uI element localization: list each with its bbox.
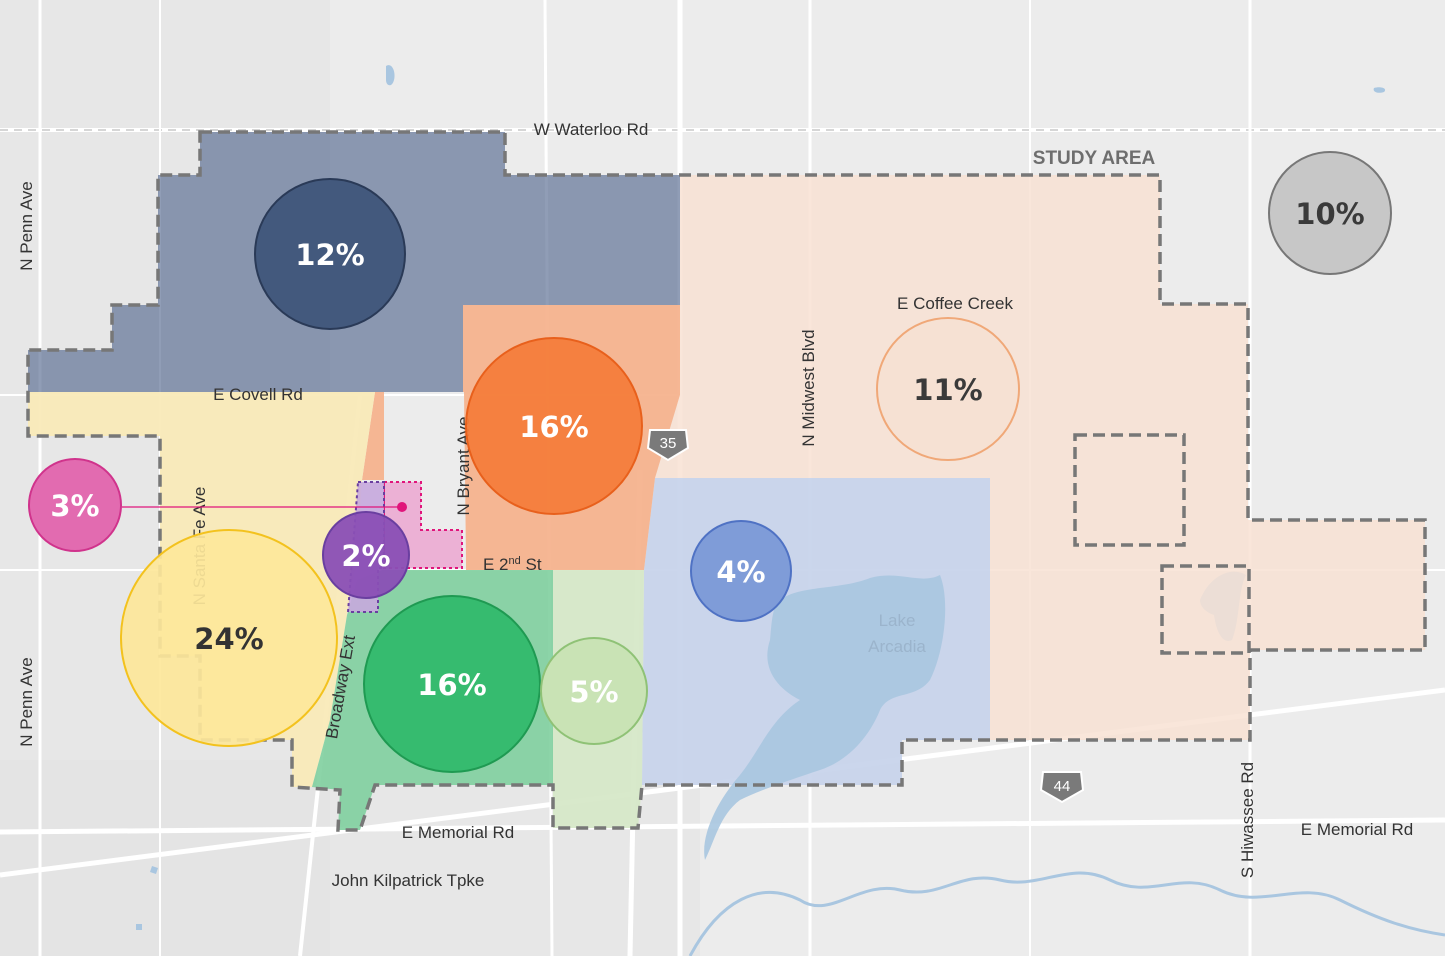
road-label-e-coffee-creek: E Coffee Creek <box>897 294 1013 313</box>
svg-text:44: 44 <box>1054 778 1071 795</box>
lake-arcadia <box>704 575 946 860</box>
bubble-east[interactable]: 11% <box>876 317 1020 461</box>
excluded-parcel-east <box>1073 433 1186 547</box>
lake-label-line2: Arcadia <box>868 637 926 656</box>
bubble-blue-lake[interactable]: 4% <box>690 520 792 622</box>
study-area-label: STUDY AREA <box>1033 148 1156 169</box>
svg-text:2%: 2% <box>341 539 390 573</box>
road-label-e-2nd: E 2nd St <box>483 555 542 574</box>
excluded-parcel-southeast <box>1160 564 1251 655</box>
bubble-central-orange[interactable]: 16% <box>465 337 643 515</box>
river <box>688 871 1445 956</box>
road-label-n-midwest: N Midwest Blvd <box>799 329 818 446</box>
svg-text:16%: 16% <box>519 410 588 444</box>
study-area-boundary <box>26 130 1427 832</box>
svg-text:10%: 10% <box>1295 197 1364 231</box>
bubble-downtown-pink[interactable]: 3% <box>28 458 122 552</box>
road-label-john-kilpatrick: John Kilpatrick Tpke <box>332 871 485 890</box>
road-label-n-penn-top: N Penn Ave <box>17 181 36 270</box>
svg-text:3%: 3% <box>50 489 99 523</box>
bubble-outside-study-area[interactable]: 10% <box>1268 151 1392 275</box>
svg-text:4%: 4% <box>716 555 765 589</box>
bubble-north[interactable]: 12% <box>254 178 406 330</box>
road-label-s-hiwassee: S Hiwassee Rd <box>1238 762 1257 878</box>
road-label-e-memorial-left: E Memorial Rd <box>402 823 514 842</box>
svg-text:35: 35 <box>660 435 677 452</box>
bubble-south-green[interactable]: 16% <box>363 595 541 773</box>
svg-text:24%: 24% <box>194 622 263 656</box>
bubble-southwest-yellow[interactable]: 24% <box>120 529 338 747</box>
svg-text:5%: 5% <box>569 675 618 709</box>
road-label-e-covell: E Covell Rd <box>213 385 303 404</box>
svg-text:11%: 11% <box>913 373 982 407</box>
route-35-shield-icon: 35 <box>646 429 690 462</box>
road-label-e-memorial-right: E Memorial Rd <box>1301 820 1413 839</box>
svg-text:16%: 16% <box>417 668 486 702</box>
zone-east-area[interactable] <box>655 175 1425 740</box>
road-label-n-penn-bottom: N Penn Ave <box>17 657 36 746</box>
lake-label-line1: Lake <box>879 611 916 630</box>
route-44-shield-icon: 44 <box>1039 771 1085 804</box>
downtown-marker <box>397 502 407 512</box>
bubble-light-green[interactable]: 5% <box>540 637 648 745</box>
svg-text:12%: 12% <box>295 238 364 272</box>
bubble-purple[interactable]: 2% <box>322 511 410 599</box>
road-label-w-waterloo: W Waterloo Rd <box>534 120 649 139</box>
